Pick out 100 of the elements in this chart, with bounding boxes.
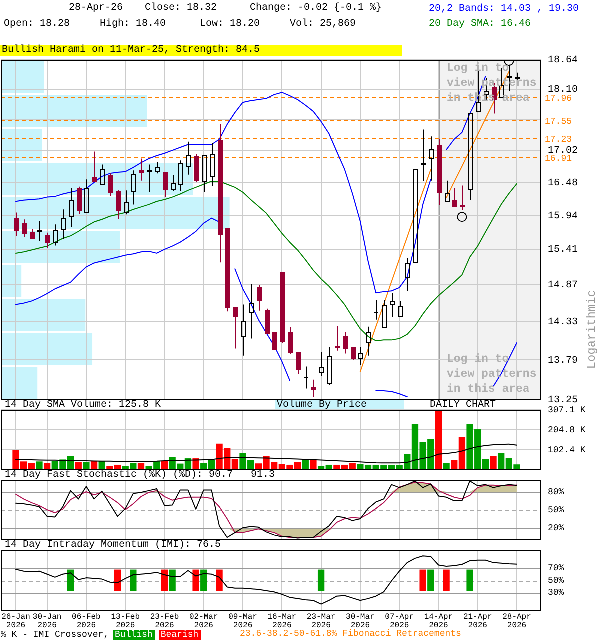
candlestick bbox=[288, 327, 293, 355]
candlestick bbox=[272, 332, 277, 350]
bar bbox=[1, 367, 38, 399]
candlestick bbox=[460, 185, 465, 211]
x-tick-label: 06-Feb 2026 bbox=[72, 613, 102, 631]
chart-title: 14 Day Fast Stochastic (%K) (%D): 90.7 91.3 bbox=[5, 470, 276, 481]
x-tick-label: 16-Mar 2026 bbox=[268, 613, 297, 631]
candlestick bbox=[202, 155, 207, 193]
candlestick bbox=[124, 190, 129, 216]
y-tick-label: 50% bbox=[548, 576, 565, 586]
text: Low: 18.20 bbox=[200, 19, 260, 30]
x-tick-label: 23-Feb 2026 bbox=[150, 613, 180, 631]
bar bbox=[1, 231, 120, 263]
bar bbox=[1, 61, 44, 93]
candlestick bbox=[335, 326, 340, 352]
text: 20 Day SMA: 16.46 bbox=[428, 18, 532, 32]
x-tick-label: 13-Feb 2026 bbox=[111, 613, 140, 631]
candlestick bbox=[358, 346, 363, 366]
candlestick bbox=[53, 224, 58, 246]
bar bbox=[1, 333, 93, 365]
candlestick bbox=[468, 113, 473, 201]
ref-line-label: 17.96 bbox=[545, 94, 572, 104]
text: Bullish Harami on 11-Mar-25, Strength: 84.5 bbox=[0, 45, 402, 56]
candlestick bbox=[225, 228, 230, 312]
y-tick-label: 204.8 K bbox=[548, 425, 586, 436]
y-tick-label: 14.33 bbox=[548, 318, 578, 329]
x-tick-label: 09-Mar 2026 bbox=[228, 613, 258, 631]
candlestick bbox=[194, 154, 199, 183]
text: Change: -0.02 {-0.1 %} bbox=[250, 3, 382, 14]
y-tick-label: 18.10 bbox=[548, 84, 578, 96]
candlestick bbox=[233, 307, 238, 350]
candlestick bbox=[131, 170, 136, 206]
candlestick bbox=[257, 284, 262, 312]
candlestick bbox=[210, 142, 215, 187]
legend-title: % K - IMI Crossover, bbox=[1, 630, 110, 640]
y-tick-label: 20% bbox=[548, 523, 565, 534]
candlestick bbox=[163, 172, 168, 198]
bar bbox=[435, 410, 442, 470]
candlestick bbox=[37, 221, 42, 242]
candlestick bbox=[116, 189, 121, 220]
candlestick bbox=[366, 326, 371, 356]
candlestick bbox=[155, 162, 160, 174]
candlestick bbox=[249, 284, 254, 340]
candlestick bbox=[382, 299, 387, 328]
x-tick-label: 30-Jan 2026 bbox=[32, 613, 62, 631]
candlestick bbox=[22, 219, 27, 238]
x-tick-label: 30-Mar 2026 bbox=[346, 613, 376, 631]
text: Volume By Price bbox=[275, 400, 404, 411]
text: High: 18.40 bbox=[100, 19, 166, 30]
candlestick bbox=[178, 160, 183, 192]
x-tick-label: 26-Jan 2026 bbox=[2, 613, 31, 631]
candlestick bbox=[445, 180, 450, 202]
bar bbox=[1, 299, 86, 331]
bar bbox=[83, 462, 90, 470]
candlestick bbox=[311, 379, 316, 398]
y-tick-label: 30% bbox=[548, 588, 565, 598]
candlestick bbox=[14, 212, 19, 237]
candlestick bbox=[147, 164, 152, 193]
y-tick-label: 13.79 bbox=[548, 356, 578, 367]
text: 28-Apr-26 bbox=[69, 3, 124, 14]
candlestick bbox=[327, 346, 332, 386]
candlestick bbox=[280, 272, 285, 344]
x-tick-label: 23-Mar 2026 bbox=[306, 613, 336, 631]
y-tick-label: 80% bbox=[548, 487, 565, 498]
candlestick bbox=[100, 164, 105, 185]
y-tick-label: 16.48 bbox=[548, 178, 578, 190]
bar bbox=[1, 95, 148, 127]
x-tick-label: 21-Apr 2026 bbox=[463, 613, 492, 631]
y-tick-label: 15.41 bbox=[548, 245, 578, 256]
candlestick bbox=[241, 304, 246, 356]
text: Bullish bbox=[113, 630, 155, 640]
y-tick-label: 307.1 K bbox=[548, 405, 586, 416]
y-tick-label: 14.87 bbox=[548, 280, 578, 292]
x-tick-label: 07-Apr 2026 bbox=[385, 613, 414, 631]
candlestick bbox=[296, 352, 301, 375]
candlestick bbox=[171, 174, 176, 192]
candlestick bbox=[398, 300, 403, 317]
bar bbox=[310, 460, 317, 470]
candlestick bbox=[429, 136, 434, 182]
candlestick bbox=[421, 129, 426, 182]
candlestick bbox=[186, 141, 191, 176]
bar bbox=[36, 462, 43, 470]
y-tick-label: 102.4 K bbox=[548, 445, 586, 456]
candlestick bbox=[30, 228, 35, 239]
candlestick bbox=[92, 151, 97, 182]
candlestick bbox=[108, 173, 113, 197]
y-axis-title: Logarithmic bbox=[585, 290, 599, 370]
candlestick bbox=[319, 352, 324, 377]
candlestick bbox=[413, 169, 418, 263]
x-tick-label: 28-Apr 2026 bbox=[502, 613, 532, 631]
candlestick bbox=[77, 186, 82, 215]
candlestick bbox=[437, 139, 442, 206]
bar bbox=[490, 456, 497, 470]
candlestick bbox=[343, 332, 348, 354]
candlestick bbox=[61, 209, 66, 240]
candlestick bbox=[390, 292, 395, 318]
y-tick-label: 70% bbox=[548, 564, 565, 574]
candlestick bbox=[45, 232, 50, 249]
text: Bearish bbox=[158, 630, 201, 640]
text: 23.6-38.2-50-61.8% Fibonacci Retracements bbox=[240, 629, 462, 640]
